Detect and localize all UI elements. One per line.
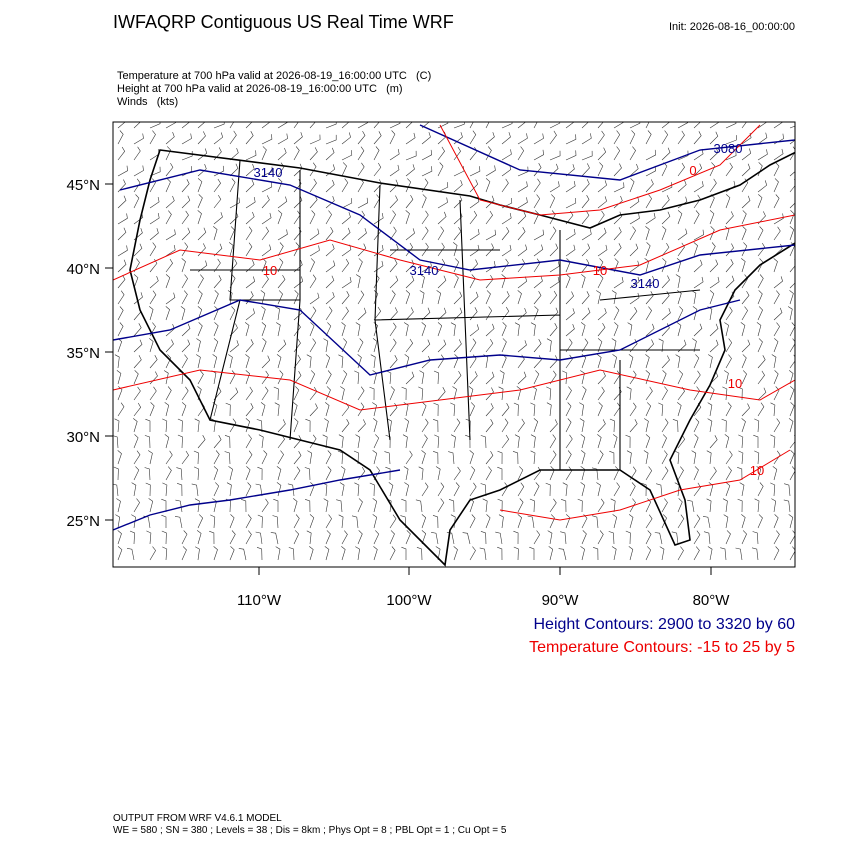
temperature-contour-label: 10	[728, 376, 742, 391]
height-contour-label: 3140	[410, 263, 439, 278]
height-contour	[119, 169, 795, 276]
field-label: Temperature at 700 hPa valid at 2026-08-…	[117, 70, 431, 82]
map-frame	[112, 121, 796, 568]
temperature-contour	[499, 449, 791, 521]
field-label: Winds (kts)	[117, 96, 178, 108]
height-legend: Height Contours: 2900 to 3320 by 60	[533, 616, 795, 633]
temperature-contour	[113, 369, 795, 411]
map-frame-bg	[113, 122, 795, 567]
lat-label: 35°N	[66, 345, 100, 362]
lat-label: 40°N	[66, 261, 100, 278]
footer: WE = 580 ; SN = 380 ; Levels = 38 ; Dis …	[113, 825, 507, 836]
lat-label: 45°N	[66, 177, 100, 194]
lat-label: 30°N	[66, 429, 100, 446]
lon-label: 90°W	[542, 592, 580, 609]
height-contour	[419, 124, 795, 181]
state-borders	[190, 159, 701, 470]
height-contour	[113, 469, 401, 531]
title: IWFAQRP Contiguous US Real Time WRF	[113, 12, 454, 32]
lat-label: 25°N	[66, 513, 100, 530]
height-contour-label: 3140	[254, 165, 283, 180]
footer: OUTPUT FROM WRF V4.6.1 MODEL	[113, 813, 282, 824]
height-contour-label: 3140	[631, 276, 660, 291]
temperature-legend: Temperature Contours: -15 to 25 by 5	[529, 639, 795, 656]
height-contour-label: 3080	[714, 141, 743, 156]
height-contour	[113, 299, 741, 376]
temperature-contour-label: 10	[750, 463, 764, 478]
lon-label: 80°W	[693, 592, 731, 609]
field-label: Height at 700 hPa valid at 2026-08-19_16…	[117, 83, 403, 95]
init-time: Init: 2026-08-16_00:00:00	[669, 21, 795, 33]
lon-label: 110°W	[237, 592, 282, 609]
map	[112, 121, 796, 568]
lon-label: 100°W	[386, 592, 432, 609]
temperature-contour-label: 0	[689, 163, 696, 178]
temperature-contour	[439, 124, 761, 216]
us-outline	[129, 149, 795, 567]
wind-barbs	[113, 122, 795, 561]
temperature-contour	[113, 214, 795, 281]
temperature-contour-label: 10	[593, 263, 607, 278]
temperature-contour-label: 10	[263, 263, 277, 278]
